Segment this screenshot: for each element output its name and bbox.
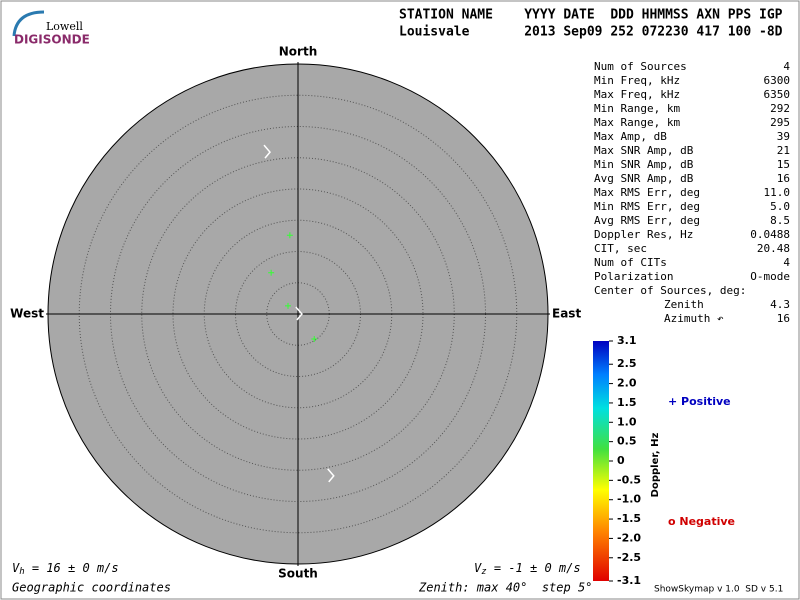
stat-value: 0.0488 <box>750 228 790 241</box>
stat-value: 11.0 <box>764 186 791 199</box>
stat-label: Zenith <box>664 298 704 311</box>
stat-label: Max SNR Amp, dB <box>594 144 694 157</box>
vh: Vh = 16 ± 0 m/s <box>12 561 119 577</box>
drift-marker <box>295 306 303 321</box>
stat-value: 295 <box>770 116 790 129</box>
stat-value: O-mode <box>750 270 790 283</box>
stat-value: 16 <box>777 172 790 185</box>
stat-label: Max Amp, dB <box>594 130 667 143</box>
stat-value: 4.3 <box>770 298 790 311</box>
logo-top: Lowell <box>46 20 83 33</box>
source <box>286 232 293 239</box>
south-label: South <box>278 567 318 581</box>
colorbar-tick-label: 0.5 <box>617 435 637 448</box>
colorbar-tick-label: 2.5 <box>617 357 637 370</box>
source <box>285 302 291 309</box>
stat-label: Doppler Res, Hz <box>594 228 693 241</box>
colorbar-tick-label: -2.5 <box>617 551 641 564</box>
stat-label: Max Range, km <box>594 116 680 129</box>
east-label: East <box>552 307 581 321</box>
colorbar-tick-label: 3.1 <box>617 334 637 347</box>
footer: ShowSkymap v 1.0 SD v 5.1 <box>654 585 783 595</box>
stat-label: Min Freq, kHz <box>594 74 680 87</box>
coords-label: Geographic coordinates <box>12 581 171 595</box>
header-line: Louisvale 2013 Sep09 252 072230 417 100 … <box>399 25 783 40</box>
stat-label: Avg RMS Err, deg <box>594 214 700 227</box>
stat-value: 39 <box>777 130 790 143</box>
colorbar-tick-label: -1.5 <box>617 512 641 525</box>
stat-label: Min SNR Amp, dB <box>594 158 694 171</box>
stat-label: Azimuth ↶ <box>664 312 724 325</box>
stat-value: 5.0 <box>770 200 790 213</box>
zenith-note: Zenith: max 40° step 5° <box>418 581 592 595</box>
stat-label: Num of Sources <box>594 60 687 73</box>
drift-marker <box>263 144 271 159</box>
colorbar-tick-label: 2.0 <box>617 377 637 390</box>
colorbar-tick-label: 1.0 <box>617 415 637 428</box>
colorbar-tick-label: 1.5 <box>617 396 637 409</box>
stat-value: 15 <box>777 158 790 171</box>
drift-marker <box>327 468 335 483</box>
logo-bottom: DIGISONDE <box>14 33 90 47</box>
colorbar-label: Doppler, Hz <box>650 433 661 498</box>
stat-label: Avg SNR Amp, dB <box>594 172 694 185</box>
stat-label: Center of Sources, deg: <box>594 284 746 297</box>
source <box>268 269 275 276</box>
west-label: West <box>10 307 44 321</box>
stat-value: 4 <box>783 256 790 269</box>
colorbar-tick-label: 0 <box>617 454 625 467</box>
legend-positive: + Positive <box>668 395 731 408</box>
colorbar-tick-label: -3.1 <box>617 574 641 587</box>
legend-negative: o Negative <box>668 515 735 528</box>
stat-value: 6300 <box>764 74 791 87</box>
stat-label: Min RMS Err, deg <box>594 200 700 213</box>
stat-value: 292 <box>770 102 790 115</box>
source <box>311 336 318 342</box>
stat-value: 8.5 <box>770 214 790 227</box>
colorbar-tick-label: -0.5 <box>617 473 641 486</box>
logo-swoosh <box>12 10 45 37</box>
stat-label: Max Freq, kHz <box>594 88 680 101</box>
stat-label: CIT, sec <box>594 242 647 255</box>
header-line: STATION NAME YYYY DATE DDD HHMMSS AXN PP… <box>399 8 783 23</box>
vz: Vz = -1 ± 0 m/s <box>474 561 581 577</box>
stat-value: 20.48 <box>757 242 790 255</box>
stat-label: Min Range, km <box>594 102 680 115</box>
stat-label: Polarization <box>594 270 673 283</box>
north-label: North <box>279 45 317 59</box>
colorbar-tick-label: -1.0 <box>617 493 641 506</box>
stat-value: 16 <box>777 312 790 325</box>
stat-value: 21 <box>777 144 790 157</box>
colorbar <box>593 341 609 581</box>
stat-value: 6350 <box>764 88 791 101</box>
colorbar-tick-label: -2.0 <box>617 531 641 544</box>
stat-label: Num of CITs <box>594 256 667 269</box>
stat-label: Max RMS Err, deg <box>594 186 700 199</box>
stat-value: 4 <box>783 60 790 73</box>
